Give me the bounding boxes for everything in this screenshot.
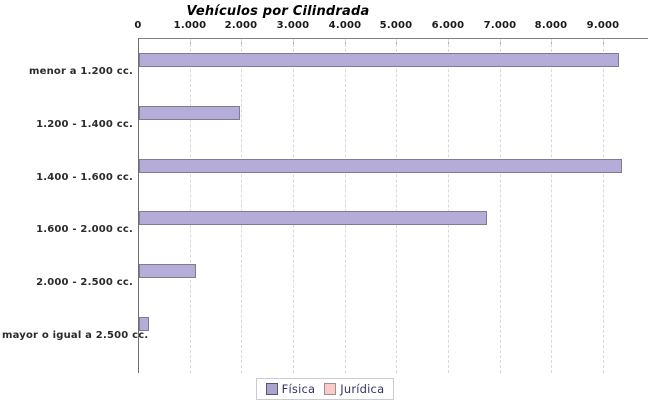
gridline: [551, 39, 552, 373]
chart-title: Vehículos por Cilindrada: [186, 4, 370, 19]
legend-label-juridica: Jurídica: [340, 382, 385, 396]
legend-box: Física Jurídica: [255, 378, 395, 400]
bar-fisica: [139, 159, 622, 173]
category-label: 1.600 - 2.000 cc.: [36, 224, 133, 235]
gridline: [603, 39, 604, 373]
x-tick-label: 1.000: [173, 20, 207, 31]
x-tick-label: 3.000: [276, 20, 310, 31]
gridline: [345, 39, 346, 373]
category-label: 1.200 - 1.400 cc.: [36, 119, 133, 130]
bar-fisica: [139, 264, 196, 278]
bar-fisica: [139, 211, 487, 225]
x-tick-label: 7.000: [483, 20, 517, 31]
bar-row: 2.000 - 2.500 cc.: [0, 264, 650, 304]
x-tick-label: 9.000: [586, 20, 620, 31]
legend-swatch-juridica-icon: [324, 383, 337, 395]
gridline: [500, 39, 501, 373]
bar-row: menor a 1.200 cc.: [0, 53, 650, 93]
legend-label-fisica: Física: [281, 382, 316, 396]
legend-item-fisica: Física: [265, 382, 316, 396]
gridline: [241, 39, 242, 373]
category-label: mayor o igual a 2.500 cc.: [2, 330, 149, 341]
legend: Física Jurídica: [0, 378, 650, 400]
x-tick-label: 2.000: [224, 20, 258, 31]
x-tick-label: 5.000: [379, 20, 413, 31]
bar-fisica: [139, 106, 240, 120]
x-tick-label: 6.000: [431, 20, 465, 31]
gridline: [293, 39, 294, 373]
gridline: [396, 39, 397, 373]
x-tick-label: 0: [134, 20, 142, 31]
category-label: 2.000 - 2.500 cc.: [36, 277, 133, 288]
category-label: menor a 1.200 cc.: [28, 66, 133, 77]
bar-row: 1.200 - 1.400 cc.: [0, 106, 650, 146]
bar-row: mayor o igual a 2.500 cc.: [0, 317, 650, 357]
x-tick-label: 8.000: [534, 20, 568, 31]
legend-item-juridica: Jurídica: [324, 382, 384, 396]
bar-row: 1.600 - 2.000 cc.: [0, 211, 650, 251]
category-label: 1.400 - 1.600 cc.: [36, 172, 133, 183]
x-tick-label: 4.000: [328, 20, 362, 31]
bar-fisica: [139, 53, 619, 67]
bar-row: 1.400 - 1.600 cc.: [0, 159, 650, 199]
legend-swatch-fisica-icon: [265, 383, 278, 395]
bar-fisica: [139, 317, 149, 331]
x-axis-line: [138, 38, 648, 39]
y-axis-line: [138, 38, 139, 373]
gridline: [448, 39, 449, 373]
gridline: [190, 39, 191, 373]
